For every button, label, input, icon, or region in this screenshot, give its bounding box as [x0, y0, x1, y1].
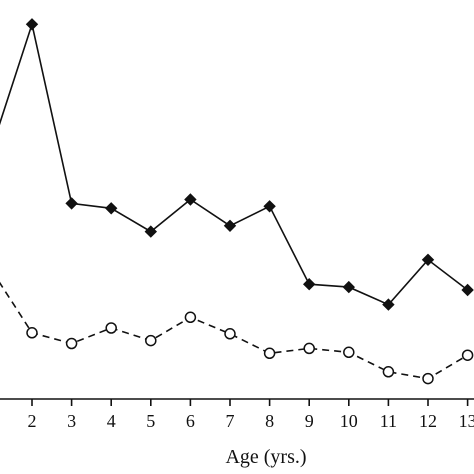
series-2-point-7 [224, 328, 236, 340]
series-2-point-12 [422, 372, 434, 385]
x-ticks [31, 399, 469, 406]
x-axis-title: Age (yrs.) [225, 446, 306, 468]
x-tick-label-13: 13 [459, 411, 474, 431]
x-tick-label-11: 11 [380, 411, 397, 431]
x-tick-label-10: 10 [340, 411, 358, 431]
series-1-point-11 [382, 298, 395, 311]
series-2-point-8 [263, 347, 276, 360]
series-1-point-7 [223, 219, 237, 233]
x-tick-label-3: 3 [67, 411, 76, 431]
x-tick-label-9: 9 [305, 411, 314, 431]
x-tick-label-4: 4 [107, 411, 116, 431]
series-1-point-12 [421, 253, 435, 267]
series-1-point-6 [184, 193, 197, 206]
series-1-point-13 [461, 283, 474, 297]
series-2-point-6 [184, 311, 197, 324]
series-2-point-5 [145, 334, 157, 347]
x-tick-label-5: 5 [146, 411, 155, 431]
series-2-point-13 [461, 349, 474, 361]
x-tick-label-8: 8 [265, 411, 274, 431]
series-1-line [0, 21, 469, 306]
series-1-point-8 [263, 200, 276, 213]
series-2-line [0, 281, 469, 380]
series-1-point-10 [342, 280, 356, 294]
x-tick-label-12: 12 [419, 411, 437, 431]
series-1-point-3 [65, 197, 78, 210]
series-1-point-9 [302, 277, 316, 291]
series-2-point-11 [382, 366, 395, 378]
series-1-point-5 [144, 225, 158, 238]
series-2-point-2 [26, 327, 38, 339]
x-tick-label-2: 2 [28, 411, 37, 431]
series-2-point-9 [303, 342, 315, 355]
x-tick-label-7: 7 [226, 411, 235, 431]
series-1-point-4 [104, 202, 118, 215]
series-2-point-4 [105, 322, 117, 334]
series-markers [25, 18, 474, 385]
series-2-point-3 [65, 337, 78, 350]
x-tick-labels: 12345678910111213 [28, 411, 474, 431]
series-2-point-10 [343, 346, 355, 359]
series-1-point-2 [25, 18, 39, 31]
x-tick-label-6: 6 [186, 411, 195, 431]
